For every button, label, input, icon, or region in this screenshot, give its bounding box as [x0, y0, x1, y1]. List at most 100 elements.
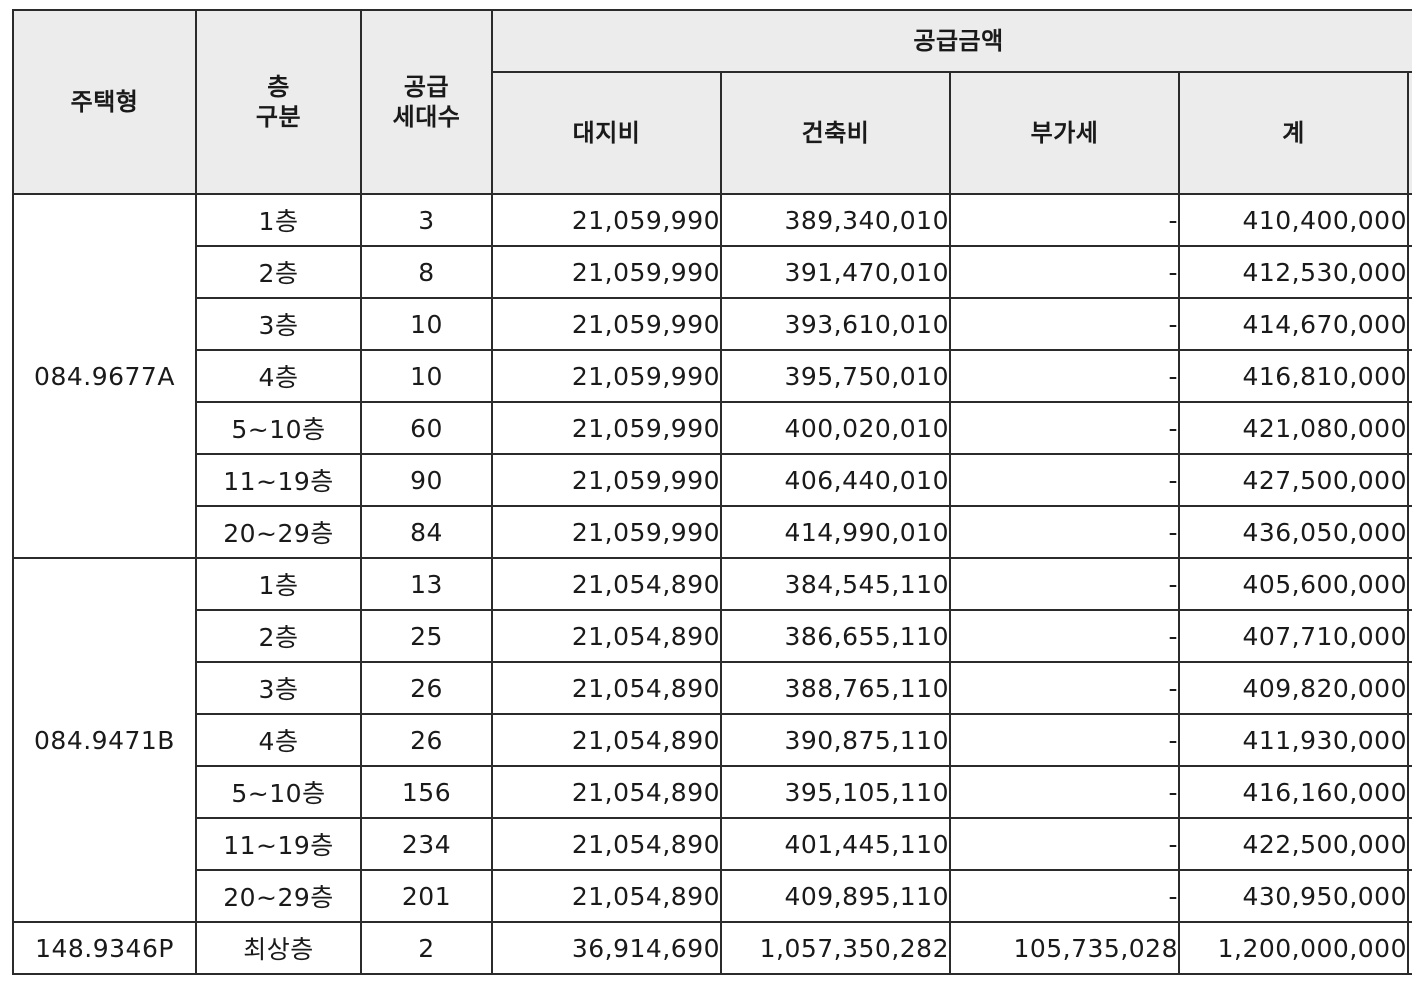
- units-cell: 8: [360, 245, 493, 299]
- vat-cell: -: [949, 193, 1180, 247]
- vat-cell: 105,735,028: [949, 921, 1180, 975]
- land-cost-cell: 21,059,990: [491, 453, 722, 507]
- units-cell: 25: [360, 609, 493, 663]
- vat-cell: -: [949, 453, 1180, 507]
- overflow-cell: [1406, 505, 1412, 559]
- floor-cell: 11~19층: [195, 453, 362, 507]
- building-cost-cell: 388,765,110: [720, 661, 951, 715]
- floor-cell: 11~19층: [195, 817, 362, 871]
- overflow-cell: [1406, 349, 1412, 403]
- vat-cell: -: [949, 713, 1180, 767]
- total-cell: 414,670,000: [1178, 297, 1409, 351]
- land-cost-cell: 21,059,990: [491, 505, 722, 559]
- floor-cell: 1층: [195, 193, 362, 247]
- units-cell: 156: [360, 765, 493, 819]
- floor-cell: 2층: [195, 609, 362, 663]
- building-cost-cell: 401,445,110: [720, 817, 951, 871]
- table-row: 084.9677A 1층 3 21,059,990 389,340,010-410,40…: [12, 193, 1412, 559]
- building-cost-cell: 389,340,010: [720, 193, 951, 247]
- header-floor-line2: 구분: [255, 103, 302, 131]
- land-cost-cell: 21,059,990: [491, 401, 722, 455]
- total-cell: 410,400,000: [1178, 193, 1409, 247]
- vat-cell: -: [949, 765, 1180, 819]
- housing-type-cell: 084.9677A: [12, 193, 197, 559]
- table-row: 20~29층 201 21,054,890 409,895,110-430,950,0…: [13, 869, 1412, 923]
- units-cell: 90: [360, 453, 493, 507]
- overflow-cell: [1406, 453, 1412, 507]
- housing-type-cell: 148.9346P: [12, 921, 197, 975]
- total-cell: 416,160,000: [1178, 765, 1409, 819]
- overflow-cell: [1406, 557, 1412, 611]
- land-cost-cell: 21,054,890: [491, 817, 722, 871]
- land-cost-cell: 21,059,990: [491, 193, 722, 247]
- building-cost-cell: 390,875,110: [720, 713, 951, 767]
- units-cell: 10: [360, 297, 493, 351]
- building-cost-cell: 391,470,010: [720, 245, 951, 299]
- table-row: 3층 10 21,059,990 393,610,010-414,670,000: [13, 297, 1412, 351]
- units-cell: 13: [360, 557, 493, 611]
- overflow-cell: [1406, 661, 1412, 715]
- building-cost-cell: 395,750,010: [720, 349, 951, 403]
- overflow-cell: [1406, 245, 1412, 299]
- vat-cell: -: [949, 401, 1180, 455]
- header-vat: 부가세: [949, 71, 1180, 195]
- floor-cell: 20~29층: [195, 505, 362, 559]
- floor-cell: 3층: [195, 661, 362, 715]
- floor-cell: 4층: [195, 349, 362, 403]
- table-row: 11~19층 234 21,054,890 401,445,110-422,500,0…: [13, 817, 1412, 871]
- units-cell: 10: [360, 349, 493, 403]
- units-cell: 201: [360, 869, 493, 923]
- units-cell: 60: [360, 401, 493, 455]
- vat-cell: -: [949, 505, 1180, 559]
- vat-cell: -: [949, 245, 1180, 299]
- floor-cell: 3층: [195, 297, 362, 351]
- land-cost-cell: 21,059,990: [491, 297, 722, 351]
- overflow-cell: [1406, 713, 1412, 767]
- building-cost-cell: 386,655,110: [720, 609, 951, 663]
- land-cost-cell: 36,914,690: [491, 921, 722, 975]
- supply-price-table: 주택형 층 구분 공급 세대수 공급금액 대지비 건축비 부가세 계 084.9…: [12, 9, 1412, 975]
- header-overflow-cell: [1406, 71, 1412, 195]
- table-body: 084.9677A 1층 3 21,059,990 389,340,010-410,40…: [12, 193, 1412, 975]
- units-cell: 3: [360, 193, 493, 247]
- units-cell: 26: [360, 713, 493, 767]
- total-cell: 412,530,000: [1178, 245, 1409, 299]
- building-cost-cell: 406,440,010: [720, 453, 951, 507]
- table-header: 주택형 층 구분 공급 세대수 공급금액 대지비 건축비 부가세 계: [12, 9, 1412, 195]
- header-land-cost: 대지비: [491, 71, 722, 195]
- header-supply-price: 공급금액: [490, 9, 1412, 73]
- building-cost-cell: 395,105,110: [720, 765, 951, 819]
- table-row: 11~19층 90 21,059,990 406,440,010-427,500,00…: [13, 453, 1412, 507]
- table-row: 3층 26 21,054,890 388,765,110-409,820,000: [13, 661, 1412, 715]
- overflow-cell: [1406, 297, 1412, 351]
- land-cost-cell: 21,054,890: [491, 765, 722, 819]
- land-cost-cell: 21,054,890: [491, 869, 722, 923]
- floor-cell: 2층: [195, 245, 362, 299]
- total-cell: 436,050,000: [1178, 505, 1409, 559]
- floor-cell: 5~10층: [195, 765, 362, 819]
- total-cell: 1,200,000,000: [1178, 921, 1409, 975]
- building-cost-cell: 414,990,010: [720, 505, 951, 559]
- header-housing-type: 주택형: [12, 9, 197, 195]
- table-row: 2층 8 21,059,990 391,470,010-412,530,000: [13, 245, 1412, 299]
- table-row: 148.9346P 최상층 2 36,914,690 1,057,350,282 105,…: [12, 921, 1412, 975]
- total-cell: 407,710,000: [1178, 609, 1409, 663]
- header-supply-units: 공급 세대수: [360, 9, 493, 195]
- header-supply-line2: 세대수: [392, 103, 461, 131]
- total-cell: 409,820,000: [1178, 661, 1409, 715]
- overflow-cell: [1406, 765, 1412, 819]
- total-cell: 411,930,000: [1178, 713, 1409, 767]
- vat-cell: -: [949, 817, 1180, 871]
- table-row: 2층 25 21,054,890 386,655,110-407,710,000: [13, 609, 1412, 663]
- total-cell: 427,500,000: [1178, 453, 1409, 507]
- land-cost-cell: 21,054,890: [491, 557, 722, 611]
- land-cost-cell: 21,054,890: [491, 661, 722, 715]
- overflow-cell: [1406, 921, 1412, 975]
- land-cost-cell: 21,054,890: [491, 609, 722, 663]
- building-cost-cell: 1,057,350,282: [720, 921, 951, 975]
- header-floor-line1: 층: [267, 73, 290, 101]
- land-cost-cell: 21,059,990: [491, 349, 722, 403]
- vat-cell: -: [949, 609, 1180, 663]
- total-cell: 422,500,000: [1178, 817, 1409, 871]
- header-floor-division: 층 구분: [195, 9, 362, 195]
